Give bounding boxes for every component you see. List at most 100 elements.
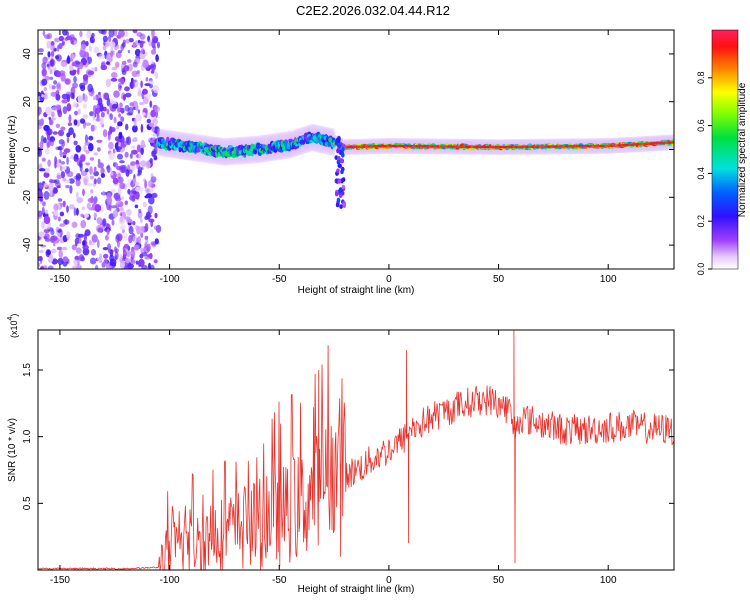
- noise-cell: [80, 154, 86, 162]
- noise-cell: [60, 202, 63, 208]
- noise-cell: [140, 80, 143, 88]
- noise-cell: [72, 82, 78, 89]
- noise-cell: [62, 154, 67, 159]
- noise-cell: [100, 173, 106, 178]
- tail-cell: [337, 163, 342, 169]
- noise-cell: [110, 171, 114, 176]
- noise-cell: [144, 235, 149, 240]
- noise-cell: [41, 206, 45, 215]
- noise-cell: [52, 131, 58, 135]
- noise-cell: [99, 204, 105, 213]
- noise-cell: [140, 217, 143, 224]
- noise-cell: [131, 149, 138, 155]
- noise-cell: [82, 94, 88, 103]
- noise-cell: [76, 197, 84, 204]
- colorbar-label: Normalized spectral amplitude: [737, 82, 748, 217]
- noise-cell: [109, 258, 117, 267]
- noise-cell: [43, 87, 47, 91]
- noise-cell: [56, 83, 61, 89]
- noise-cell: [57, 216, 61, 222]
- noise-cell: [49, 69, 52, 75]
- noise-cell: [93, 166, 97, 173]
- tail-cell: [338, 188, 342, 194]
- noise-cell: [87, 83, 93, 93]
- noise-cell: [150, 70, 155, 74]
- noise-cell: [106, 61, 110, 65]
- noise-cell: [75, 179, 81, 187]
- noise-cell: [139, 33, 146, 40]
- noise-cell: [151, 150, 156, 157]
- noise-cell: [82, 103, 88, 109]
- noise-cell: [47, 51, 51, 58]
- noise-cell: [78, 254, 85, 262]
- noise-cell: [43, 236, 48, 240]
- noise-cell: [56, 45, 60, 52]
- noise-cell: [49, 76, 54, 81]
- noise-cell: [72, 265, 79, 269]
- noise-cell: [125, 38, 130, 44]
- noise-cell: [51, 111, 55, 118]
- snr-x-tick-label: -150: [50, 575, 70, 586]
- noise-cell: [153, 156, 158, 161]
- noise-cell: [119, 216, 124, 223]
- noise-cell: [38, 182, 44, 191]
- noise-cell: [43, 124, 50, 132]
- noise-cell: [102, 218, 107, 227]
- noise-cell: [121, 70, 127, 75]
- noise-cell: [103, 253, 109, 259]
- noise-cell: [110, 188, 116, 193]
- spectrogram-x-tick-label: 100: [600, 274, 617, 285]
- spectrogram-y-tick-label: -40: [22, 237, 33, 252]
- noise-cell: [125, 136, 130, 144]
- noise-cell: [157, 41, 160, 49]
- noise-cell: [49, 58, 56, 67]
- noise-cell: [127, 59, 132, 63]
- noise-cell: [142, 96, 149, 105]
- noise-cell: [115, 61, 120, 68]
- noise-cell: [115, 51, 122, 59]
- noise-cell: [73, 76, 77, 83]
- noise-cell: [117, 121, 123, 127]
- noise-cell: [38, 231, 45, 238]
- noise-cell: [132, 235, 139, 244]
- noise-cell: [61, 40, 65, 46]
- noise-cell: [78, 160, 83, 168]
- noise-cell: [109, 265, 113, 269]
- noise-cell: [43, 171, 50, 178]
- noise-cell: [80, 213, 84, 218]
- noise-cell: [135, 260, 139, 265]
- noise-cell: [109, 113, 113, 121]
- noise-cell: [53, 80, 58, 85]
- noise-cell: [98, 30, 105, 34]
- noise-cell: [100, 111, 105, 118]
- noise-cell: [84, 122, 92, 126]
- noise-cell: [145, 160, 151, 169]
- noise-cell: [85, 149, 90, 154]
- noise-cell: [123, 243, 130, 249]
- noise-cell: [139, 101, 144, 106]
- noise-cell: [127, 188, 131, 195]
- noise-cell: [124, 86, 130, 92]
- noise-cell: [77, 108, 81, 115]
- noise-cell: [119, 160, 125, 164]
- noise-cell: [148, 39, 153, 47]
- noise-cell: [73, 259, 79, 266]
- noise-cell: [108, 141, 114, 150]
- snr-x-tick-label: 0: [386, 575, 392, 586]
- noise-cell: [77, 94, 83, 104]
- noise-cell: [119, 261, 126, 269]
- noise-cell: [93, 178, 97, 185]
- noise-cell: [69, 66, 74, 71]
- noise-cell: [96, 139, 103, 143]
- noise-cell: [91, 32, 95, 38]
- noise-cell: [68, 127, 74, 135]
- noise-cell: [118, 131, 123, 140]
- noise-cell: [148, 80, 154, 85]
- noise-cell: [153, 37, 158, 44]
- noise-cell: [41, 68, 47, 77]
- noise-cell: [133, 136, 138, 143]
- noise-cell: [113, 162, 118, 168]
- snr-x-ticks: -150 -100 -50 0 50 100: [50, 330, 617, 586]
- noise-cell: [39, 168, 46, 172]
- noise-cell: [43, 183, 48, 188]
